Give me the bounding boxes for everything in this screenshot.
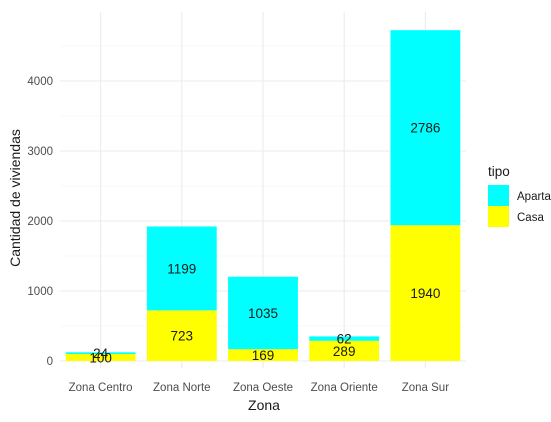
data-label: 24 xyxy=(93,346,109,361)
y-tick-label: 4000 xyxy=(27,76,53,88)
y-axis: 0 1000 2000 3000 4000 xyxy=(27,76,53,368)
data-label: 1199 xyxy=(167,261,196,276)
bar-segment-apartamento xyxy=(228,276,298,350)
bar-segment-apartamento xyxy=(390,30,461,226)
x-tick-label: Zona Oeste xyxy=(233,382,293,394)
legend-title: tipo xyxy=(488,164,510,179)
legend: tipo Apartamento Casa xyxy=(488,164,551,227)
bar-segment-casa xyxy=(309,340,380,361)
data-label: 289 xyxy=(333,344,356,359)
data-label: 169 xyxy=(252,348,275,363)
legend-key-casa xyxy=(488,206,509,227)
data-label: 2786 xyxy=(410,121,440,136)
bar-segment-casa xyxy=(65,354,136,361)
bar-segment-apartamento xyxy=(65,352,136,354)
x-tick-label: Zona Oriente xyxy=(311,382,378,394)
data-label: 1035 xyxy=(248,306,278,321)
bar-segment-casa xyxy=(146,310,217,361)
x-axis-title: Zona xyxy=(248,397,280,413)
bar-segment-apartamento xyxy=(146,226,217,311)
x-axis: Zona Centro Zona Norte Zona Oeste Zona Orie… xyxy=(69,382,450,394)
bar-segment-casa xyxy=(228,349,298,361)
y-tick-label: 3000 xyxy=(27,146,53,158)
y-axis-title: Cantidad de viviendas xyxy=(7,129,23,267)
bar-segment-casa xyxy=(390,225,461,361)
data-label: 1940 xyxy=(410,286,440,301)
data-label: 723 xyxy=(171,329,194,344)
legend-label-apartamento: Apartamento xyxy=(517,191,551,203)
x-tick-label: Zona Norte xyxy=(153,382,211,394)
y-tick-label: 0 xyxy=(47,356,53,368)
data-label: 62 xyxy=(337,332,352,347)
legend-key-apartamento xyxy=(488,185,509,206)
bars xyxy=(65,30,461,361)
x-tick-label: Zona Sur xyxy=(402,382,449,394)
legend-label-casa: Casa xyxy=(517,212,544,224)
y-tick-label: 2000 xyxy=(27,216,53,228)
x-tick-label: Zona Centro xyxy=(69,382,133,394)
y-tick-label: 1000 xyxy=(27,286,53,298)
bar-segment-apartamento xyxy=(309,336,380,341)
data-label: 100 xyxy=(89,351,112,366)
